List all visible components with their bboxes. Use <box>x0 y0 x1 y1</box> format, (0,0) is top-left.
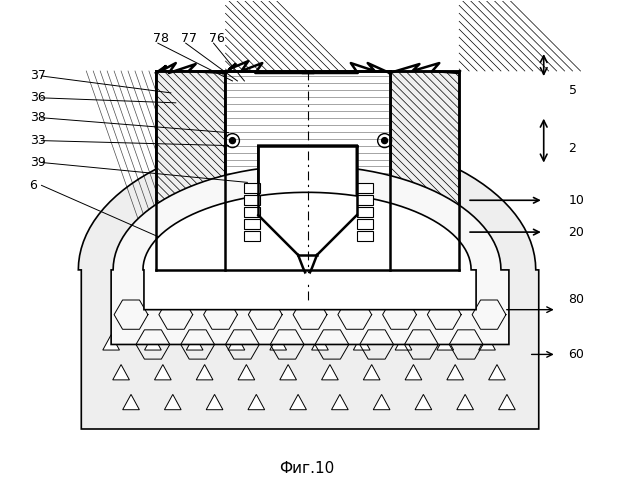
Text: 37: 37 <box>29 70 46 82</box>
Polygon shape <box>488 364 505 380</box>
Polygon shape <box>405 364 422 380</box>
Polygon shape <box>354 334 370 350</box>
Polygon shape <box>103 334 120 350</box>
Polygon shape <box>447 364 463 380</box>
Polygon shape <box>258 146 357 255</box>
Polygon shape <box>290 394 307 409</box>
Polygon shape <box>164 394 181 409</box>
Polygon shape <box>457 394 473 409</box>
Text: 36: 36 <box>29 92 45 104</box>
Polygon shape <box>389 71 459 270</box>
Polygon shape <box>248 394 265 409</box>
Circle shape <box>303 274 312 282</box>
Bar <box>357 184 372 194</box>
Bar <box>245 184 260 194</box>
Polygon shape <box>373 394 390 409</box>
Polygon shape <box>143 192 476 310</box>
Bar <box>245 207 260 217</box>
Polygon shape <box>498 394 515 409</box>
Polygon shape <box>238 364 255 380</box>
Text: 20: 20 <box>569 226 584 238</box>
Polygon shape <box>226 71 389 270</box>
Text: 77: 77 <box>181 32 197 44</box>
Polygon shape <box>78 136 539 429</box>
Polygon shape <box>395 334 412 350</box>
Polygon shape <box>123 394 139 409</box>
Polygon shape <box>156 71 226 270</box>
Polygon shape <box>154 364 171 380</box>
Polygon shape <box>186 334 203 350</box>
Polygon shape <box>196 364 213 380</box>
Bar <box>357 196 372 205</box>
Text: 5: 5 <box>569 84 577 98</box>
Text: 33: 33 <box>29 134 45 147</box>
Text: 60: 60 <box>569 348 584 361</box>
Text: 39: 39 <box>29 156 45 169</box>
Polygon shape <box>228 334 245 350</box>
Bar <box>245 219 260 229</box>
Text: 10: 10 <box>569 194 584 207</box>
Text: 2: 2 <box>569 142 576 155</box>
Circle shape <box>382 138 387 143</box>
Polygon shape <box>312 334 329 350</box>
Text: 80: 80 <box>569 293 584 306</box>
Polygon shape <box>270 334 287 350</box>
Bar <box>357 207 372 217</box>
Polygon shape <box>332 394 348 409</box>
Text: Фиг.10: Фиг.10 <box>280 462 335 476</box>
Polygon shape <box>113 364 129 380</box>
Polygon shape <box>145 334 161 350</box>
Polygon shape <box>280 364 297 380</box>
Polygon shape <box>415 394 432 409</box>
Bar <box>245 196 260 205</box>
Polygon shape <box>363 364 380 380</box>
Bar <box>357 231 372 241</box>
Polygon shape <box>156 71 226 270</box>
Text: 6: 6 <box>29 179 38 192</box>
Text: 78: 78 <box>153 32 169 44</box>
Bar <box>357 219 372 229</box>
Circle shape <box>229 138 235 143</box>
Polygon shape <box>111 166 509 344</box>
Text: 76: 76 <box>209 32 224 44</box>
Polygon shape <box>478 334 495 350</box>
Polygon shape <box>437 334 453 350</box>
Text: 38: 38 <box>29 111 46 124</box>
Bar <box>245 231 260 241</box>
Polygon shape <box>322 364 338 380</box>
Polygon shape <box>206 394 223 409</box>
